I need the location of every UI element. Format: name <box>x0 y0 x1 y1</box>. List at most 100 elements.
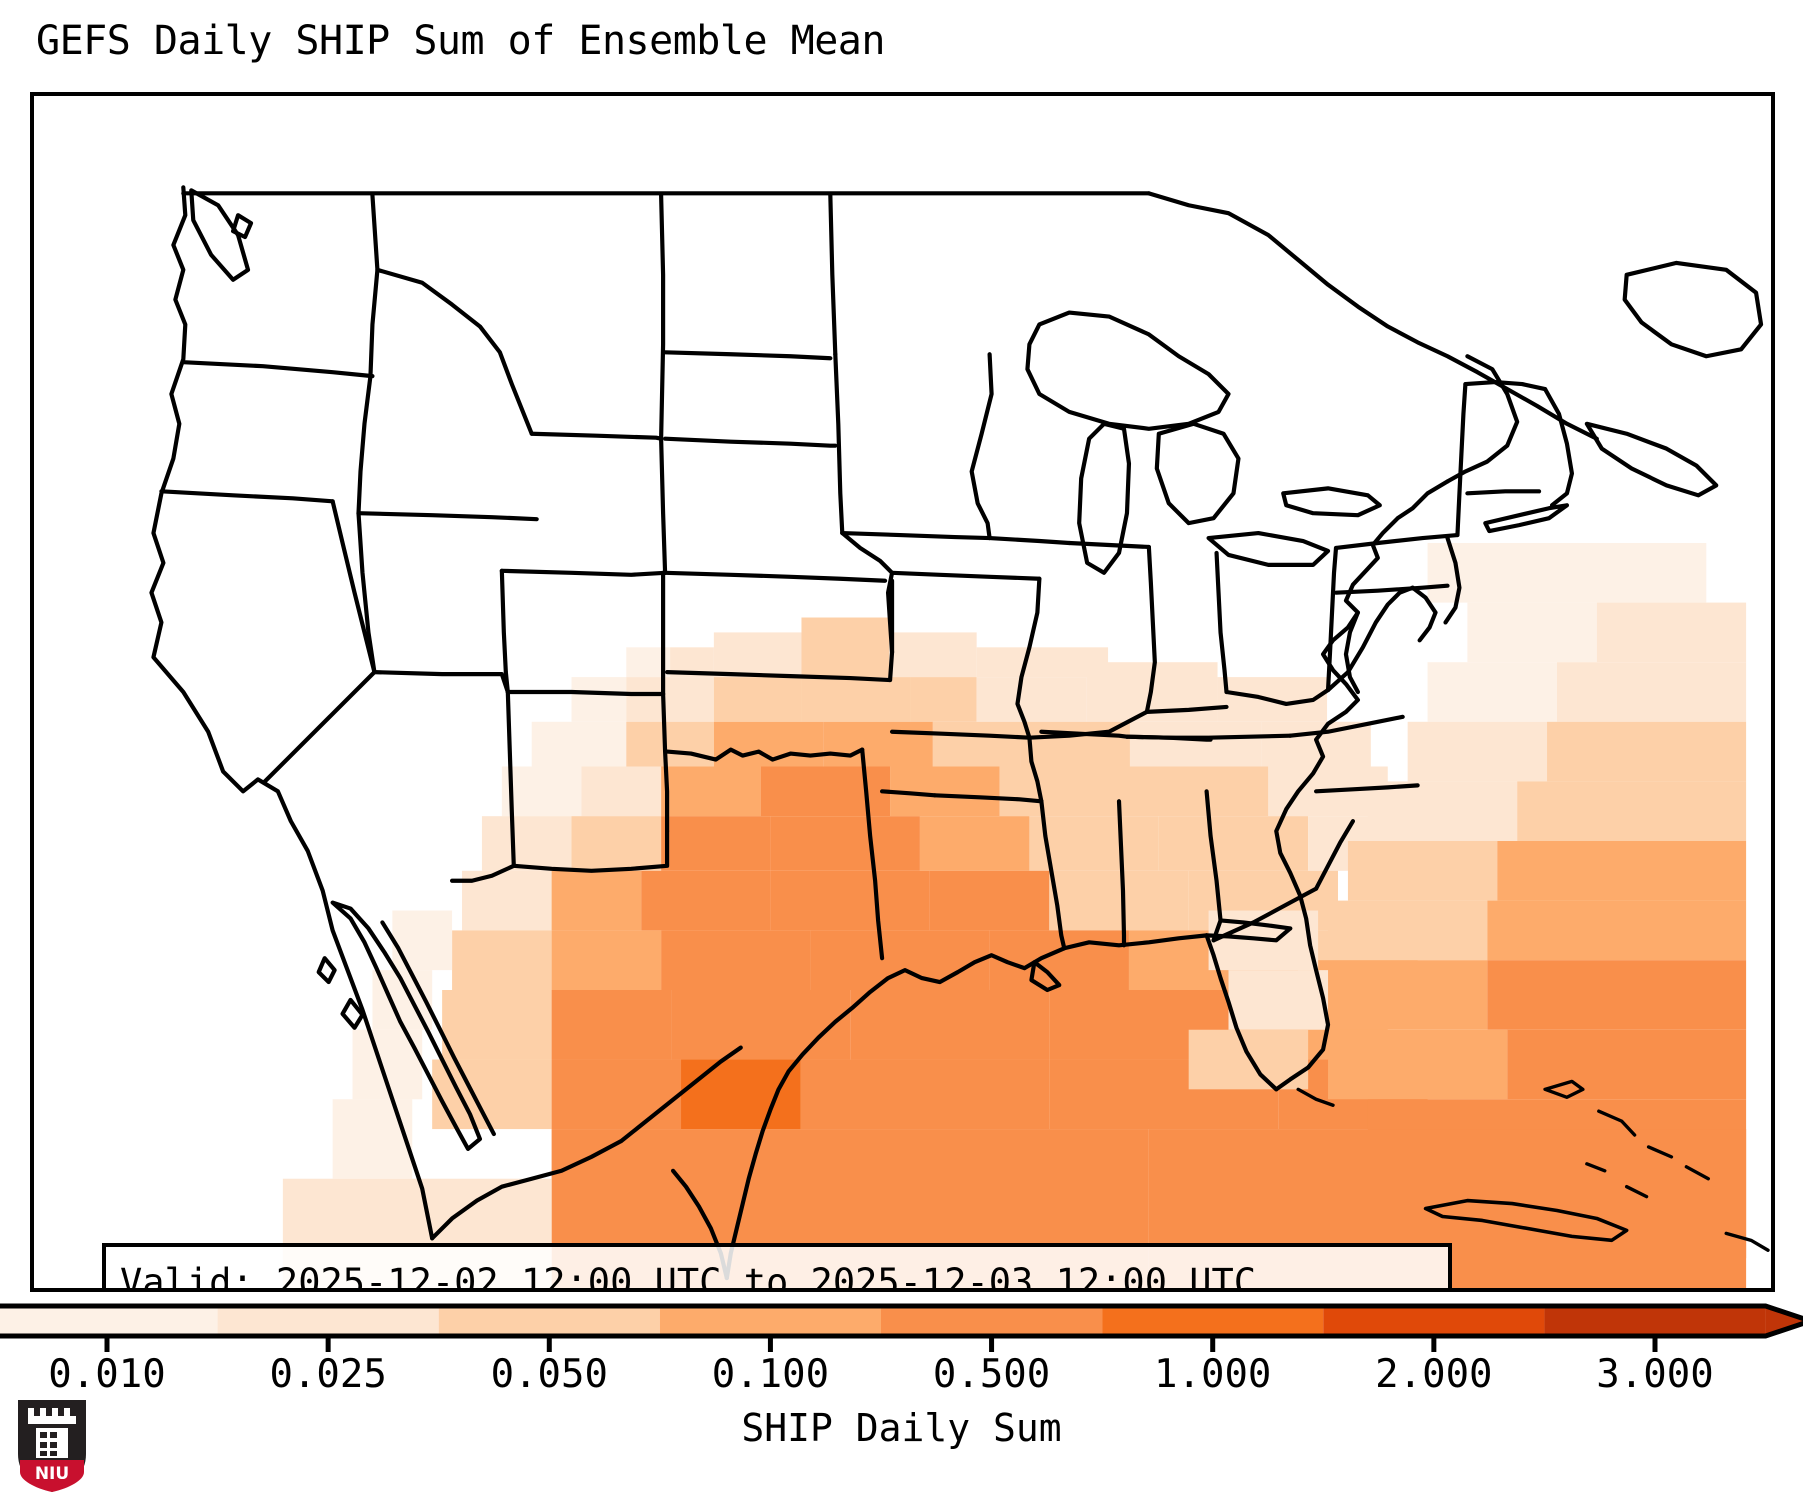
coastline-west <box>149 185 435 1241</box>
data-grid-cell <box>850 990 1050 1060</box>
new-england-coast <box>1542 386 1575 508</box>
bahamas-4 <box>1684 1165 1710 1181</box>
chesapeake-bay <box>1343 610 1360 695</box>
data-grid-cell <box>770 870 930 931</box>
border-la-ms <box>1039 799 1067 951</box>
border-sd-mn-ia <box>833 352 845 536</box>
data-grid-cell <box>929 870 1050 931</box>
data-grid-cell <box>571 816 662 871</box>
data-grid-cell <box>800 1059 1050 1130</box>
data-grid-cell <box>1547 721 1747 782</box>
data-grid-cell <box>551 1059 682 1130</box>
border-id-wa-or <box>356 193 380 516</box>
border-ks-ok <box>664 670 893 683</box>
border-or-ca <box>159 489 335 504</box>
bahamas-3 <box>1646 1145 1674 1159</box>
canada-east-coast <box>1146 191 1599 441</box>
data-grid-cell <box>760 766 891 817</box>
colorbar-bands <box>0 1306 1803 1336</box>
data-grid-cell <box>641 870 771 931</box>
maine-coast <box>1445 354 1520 484</box>
data-grid-cell <box>1347 841 1498 901</box>
data-grid-cell <box>1497 841 1747 901</box>
niu-logo: NIU <box>18 1400 86 1492</box>
border-pa-md <box>1333 583 1450 595</box>
border-wv-va <box>1325 585 1415 693</box>
puget-islands <box>230 213 254 240</box>
data-grid-cell <box>392 910 453 971</box>
data-grid-cell <box>1427 543 1548 603</box>
data-grid-cell <box>1367 781 1518 841</box>
colorbar-band <box>881 1306 1103 1336</box>
border-ar-tx-la <box>880 789 937 798</box>
data-grid-cell <box>1407 721 1548 782</box>
border-ga-fl <box>1218 918 1293 931</box>
data-grid-cell <box>1507 1029 1747 1100</box>
border-ky-tn <box>1124 733 1293 740</box>
border-nj <box>1443 535 1462 625</box>
colorbar-tick-label: 0.050 <box>490 1352 608 1397</box>
data-grid-cell <box>713 632 802 678</box>
data-grid-cell <box>581 766 662 817</box>
border-al-ga <box>1204 789 1223 943</box>
data-grid-cell <box>531 721 627 767</box>
data-grid-cell <box>626 721 714 767</box>
data-grid-cell <box>1487 960 1747 1030</box>
colorbar-tick-label: 0.025 <box>269 1352 387 1397</box>
colorbar-band <box>1323 1306 1545 1336</box>
colorbar-axis-label: SHIP Daily Sum <box>741 1406 1062 1450</box>
data-grid-cell <box>1596 602 1747 663</box>
bahamas-6 <box>1624 1184 1649 1199</box>
baja-islands <box>316 956 337 985</box>
bahamas-2 <box>1597 1109 1637 1137</box>
colorbar-ticks <box>104 1336 1658 1352</box>
border-mo-ks-ok <box>887 578 895 683</box>
colorbar-extend-high <box>1765 1306 1803 1336</box>
data-grid-cell <box>810 930 990 990</box>
data-grid-cell <box>551 930 662 990</box>
colorbar-band <box>1544 1306 1766 1336</box>
colorbar-band <box>217 1306 439 1336</box>
border-ny-vt-nh <box>1463 379 1548 392</box>
great-lakes-ontario <box>1281 486 1382 518</box>
border-nc-va <box>1314 783 1420 794</box>
border-fl-north <box>1204 926 1293 943</box>
data-grid-cell <box>999 766 1120 817</box>
data-grid-cell <box>551 990 672 1060</box>
colorbar-band <box>0 1306 218 1336</box>
bahamas-5 <box>1585 1162 1607 1173</box>
data-grid-cell <box>1547 543 1707 603</box>
data-grid-cell <box>671 990 851 1060</box>
great-lakes-erie <box>1206 530 1331 567</box>
data-grid-cell <box>1328 900 1488 961</box>
border-mt-nd <box>659 193 666 441</box>
border-ia-wi-il <box>987 535 1072 546</box>
data-grid-cell <box>481 816 572 871</box>
data-grid-cell <box>661 930 811 990</box>
mississippi-delta <box>1029 960 1062 993</box>
border-ms-al <box>1116 799 1127 948</box>
border-oh-wv-pa <box>1325 545 1339 693</box>
border-ia-mo <box>889 570 1042 581</box>
border-ny-ne <box>1455 381 1468 538</box>
colorbar-band <box>438 1306 660 1336</box>
colorbar-tick-label: 3.000 <box>1596 1352 1714 1397</box>
long-island <box>1483 503 1570 534</box>
map-plot-area: Valid: 2025-12-02 12:00 UTC to 2025-12-0… <box>30 92 1775 1292</box>
data-grid-cell <box>1318 960 1488 1030</box>
east-coast <box>1274 479 1450 1092</box>
data-grid-cell <box>442 990 552 1060</box>
colorbar-outline <box>0 1303 1803 1339</box>
colorbar-band <box>1102 1306 1324 1336</box>
cuba <box>1423 1198 1629 1243</box>
data-grid-cell <box>713 677 802 722</box>
border-mt-wy <box>529 431 664 441</box>
data-grid-cell <box>1328 1029 1508 1100</box>
gridded-data-layer <box>282 543 1747 1288</box>
data-grid-cell <box>1487 900 1747 961</box>
data-grid-cell <box>801 617 890 678</box>
border-il-in-ky <box>1027 704 1229 740</box>
border-az-mex <box>449 863 516 883</box>
border-wy-co <box>499 568 668 577</box>
border-ok-tx <box>664 747 865 762</box>
